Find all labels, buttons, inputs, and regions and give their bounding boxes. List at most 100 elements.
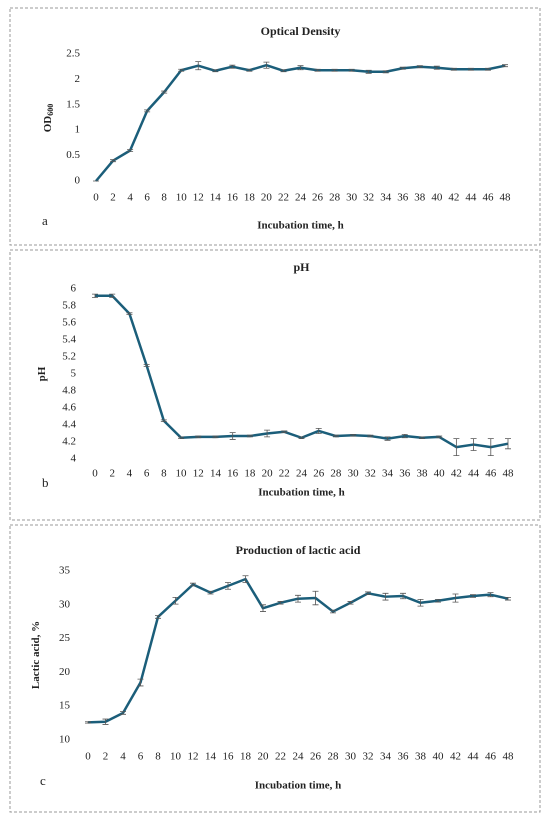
- x-tick-label: 0: [92, 468, 98, 480]
- chart: pH Incubation time, h b pH 4 4.2 4.4 4.6 4.8 5 5.2…: [36, 260, 514, 499]
- error-bar: [120, 711, 126, 715]
- y-tick-label: 6: [71, 283, 77, 295]
- x-tick-label: 42: [448, 192, 459, 204]
- x-tick-label: 20: [258, 751, 270, 763]
- x-tick-label: 4: [127, 468, 133, 480]
- x-tick-label: 40: [434, 468, 446, 480]
- x-tick-label: 22: [278, 192, 289, 204]
- x-tick-label: 12: [193, 468, 204, 480]
- error-bar: [225, 582, 231, 590]
- error-bar: [161, 90, 168, 94]
- y-tick-label: 4: [71, 453, 77, 465]
- error-bar: [502, 64, 508, 68]
- x-tick-label: 30: [346, 192, 358, 204]
- y-tick-label: 1: [75, 124, 81, 136]
- error-bar: [332, 434, 339, 438]
- error-bar: [143, 364, 150, 367]
- error-bar: [418, 436, 425, 439]
- x-tick-label: 34: [382, 468, 394, 480]
- panel-frame: [9, 249, 541, 521]
- x-tick-label: 32: [365, 468, 376, 480]
- error-bar: [401, 433, 408, 439]
- x-tick-label: 0: [93, 192, 99, 204]
- panel-label: b: [42, 475, 49, 490]
- error-bar: [280, 69, 287, 73]
- error-bar: [312, 590, 319, 606]
- error-bar: [400, 592, 406, 600]
- error-bar: [382, 70, 389, 74]
- x-tick-label: 10: [170, 751, 182, 763]
- x-tick-label: 12: [188, 751, 199, 763]
- error-bar: [399, 66, 406, 70]
- error-bar: [102, 718, 109, 725]
- x-tick-label: 30: [345, 751, 357, 763]
- error-bar: [365, 591, 371, 596]
- error-bar: [348, 68, 355, 72]
- error-bar: [433, 65, 440, 70]
- error-bar: [314, 68, 321, 72]
- error-bar: [384, 436, 391, 441]
- error-bar: [315, 428, 322, 434]
- error-bar: [436, 435, 443, 439]
- y-tick-label: 5.2: [62, 351, 76, 363]
- error-bar: [126, 312, 133, 315]
- x-tick-label: 6: [144, 468, 150, 480]
- x-tick-label: 2: [110, 192, 116, 204]
- x-tick-label: 8: [161, 192, 167, 204]
- data-line: [95, 294, 509, 449]
- x-tick-label: 28: [329, 192, 341, 204]
- panel-label: a: [42, 213, 48, 228]
- x-tick-label: 24: [296, 468, 308, 480]
- error-bar: [212, 69, 219, 73]
- error-bar: [350, 433, 357, 437]
- error-bar: [137, 678, 144, 687]
- error-bar: [453, 438, 460, 456]
- y-tick-label: 5: [71, 368, 77, 380]
- x-tick-label: 32: [363, 751, 374, 763]
- x-tick-label: 16: [227, 468, 239, 480]
- x-tick-label: 36: [397, 192, 409, 204]
- y-tick-label: 5.6: [62, 317, 76, 329]
- y-axis-title-main: pH: [36, 366, 48, 381]
- error-bar: [484, 67, 491, 71]
- x-tick-label: 4: [120, 751, 126, 763]
- chart-title: Optical Density: [261, 24, 341, 38]
- error-bar: [450, 67, 457, 71]
- x-tick-label: 14: [210, 192, 222, 204]
- x-tick-label: 36: [399, 468, 411, 480]
- x-tick-label: 46: [485, 751, 497, 763]
- error-bar: [365, 69, 372, 74]
- error-bar: [347, 601, 354, 605]
- error-bar: [229, 432, 236, 440]
- x-tick-label: 28: [330, 468, 342, 480]
- x-tick-label: 10: [176, 192, 188, 204]
- x-tick-label: 40: [433, 751, 445, 763]
- x-tick-label: 38: [416, 468, 428, 480]
- error-bar: [207, 590, 214, 595]
- x-tick-label: 46: [485, 468, 497, 480]
- error-bar: [110, 159, 117, 163]
- error-bar: [470, 594, 476, 598]
- error-bar: [264, 429, 271, 438]
- chart-title: Production of lactic acid: [236, 543, 361, 557]
- x-tick-label: 8: [155, 751, 161, 763]
- chart-title: pH: [293, 260, 310, 274]
- y-axis-title-main: OD: [42, 116, 54, 133]
- y-tick-label: 4.6: [62, 402, 76, 414]
- x-tick-label: 42: [451, 468, 462, 480]
- y-tick-label: 5.4: [62, 334, 76, 346]
- x-tick-label: 6: [138, 751, 144, 763]
- x-tick-label: 18: [244, 192, 256, 204]
- y-axis-title: Lactic acid, %: [30, 621, 42, 689]
- x-tick-label: 38: [415, 751, 427, 763]
- x-tick-label: 26: [313, 468, 325, 480]
- x-tick-label: 44: [465, 192, 477, 204]
- x-tick-label: 2: [109, 468, 115, 480]
- y-axis-title: OD600: [42, 104, 55, 133]
- error-bar: [416, 65, 423, 69]
- y-tick-label: 0.5: [66, 149, 80, 161]
- error-bar: [417, 598, 424, 607]
- y-tick-label: 25: [59, 632, 71, 644]
- error-bar: [435, 598, 441, 603]
